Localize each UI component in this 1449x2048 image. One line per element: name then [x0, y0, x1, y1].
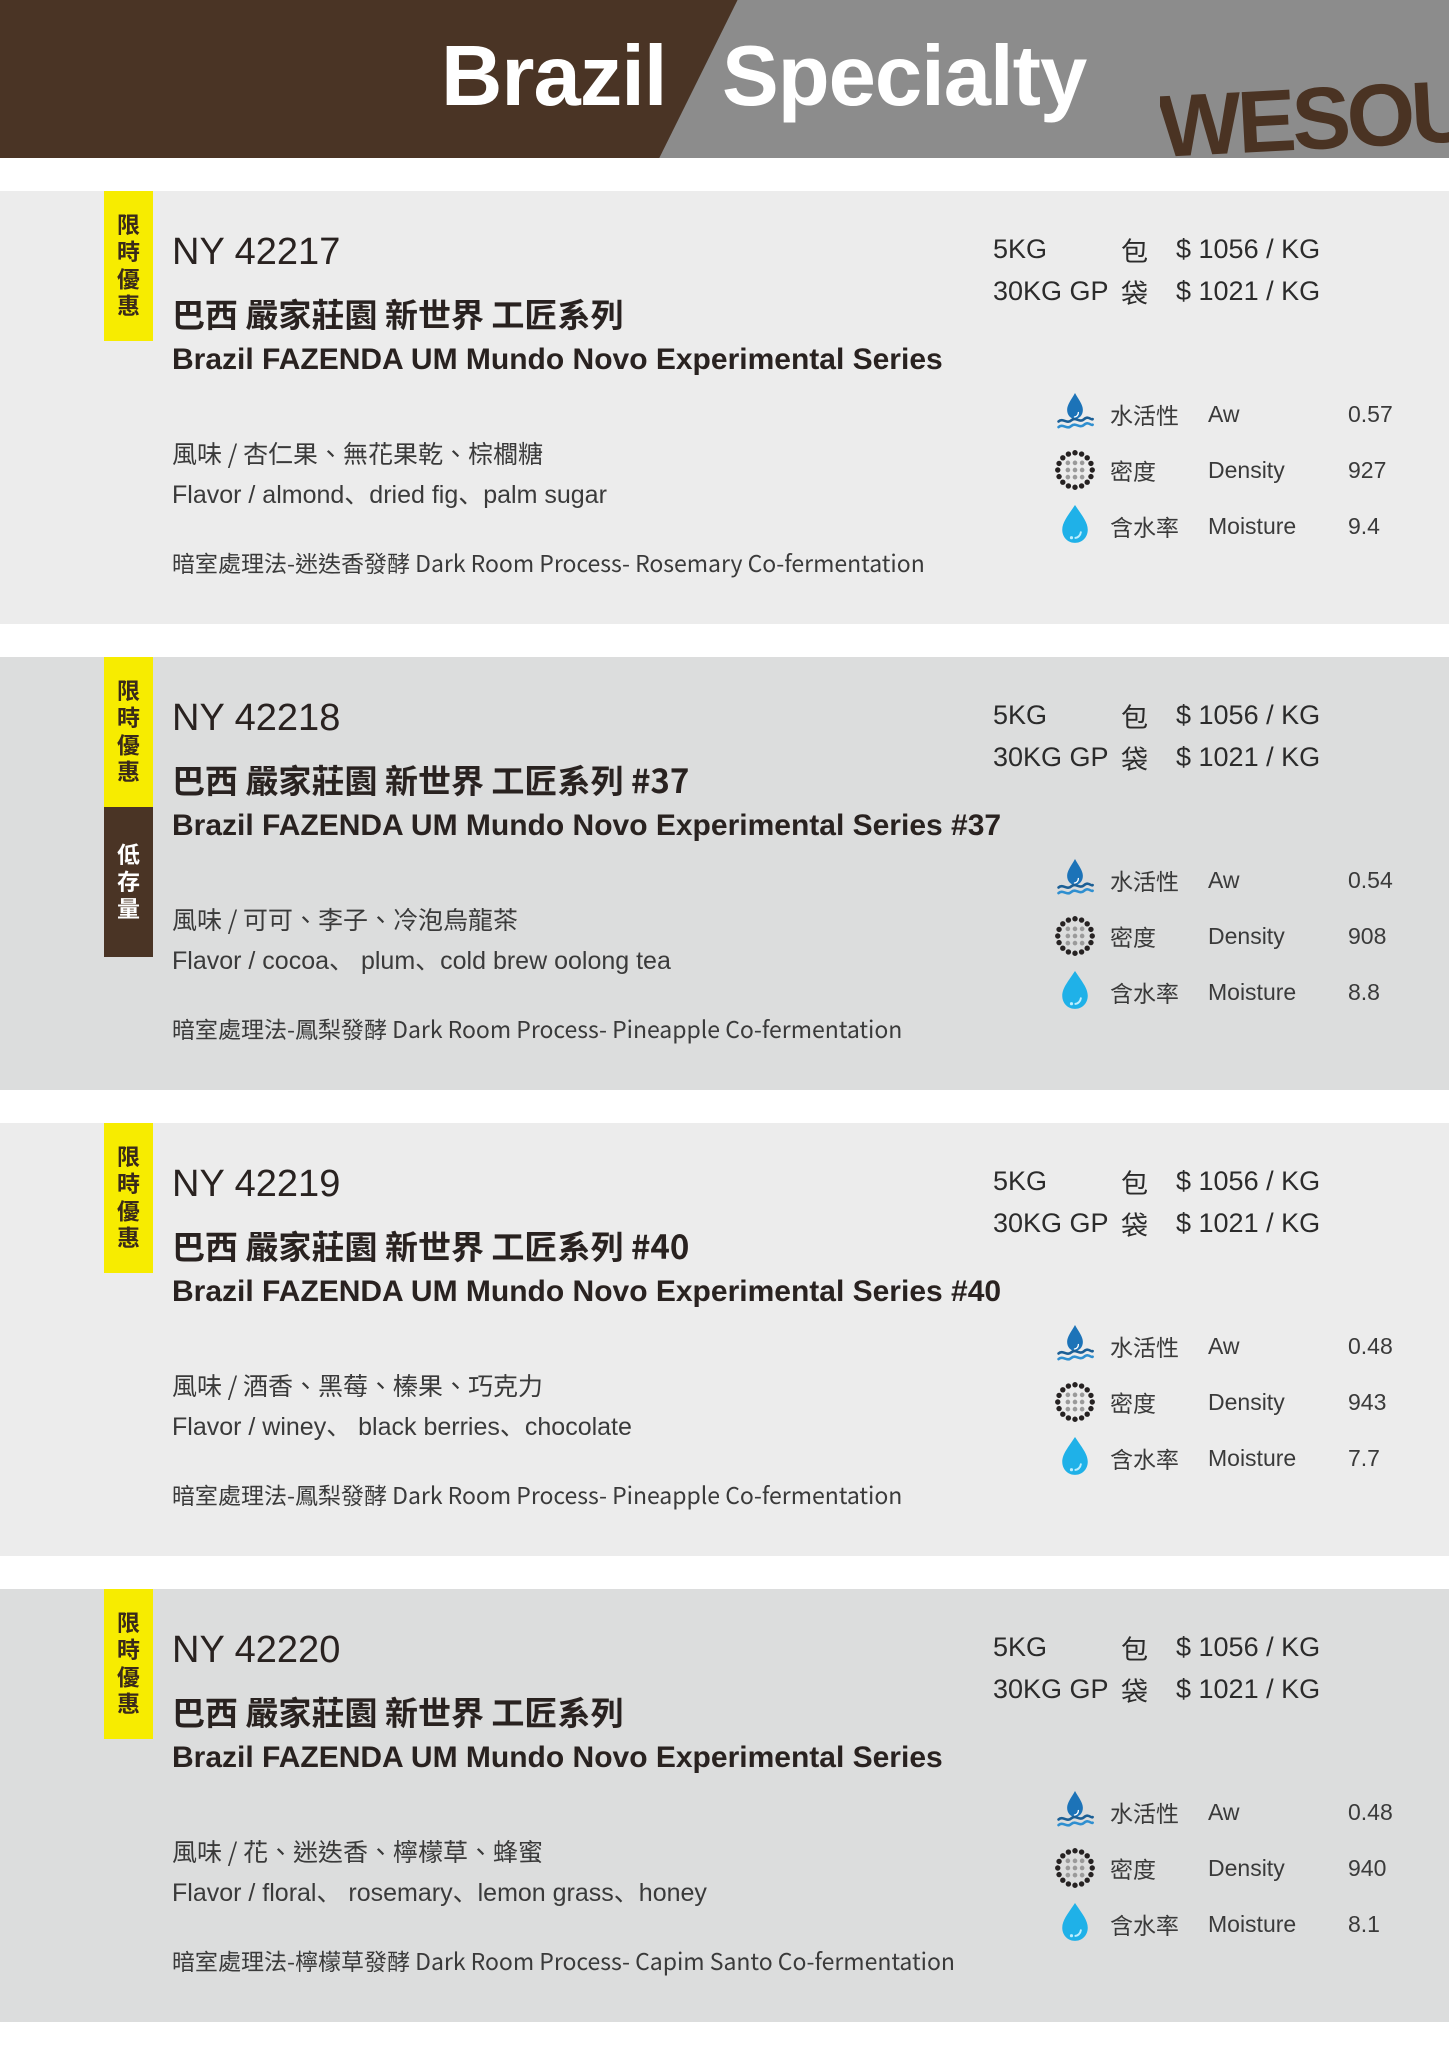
svg-text:WESOURCE: WESOURCE	[1160, 62, 1449, 172]
